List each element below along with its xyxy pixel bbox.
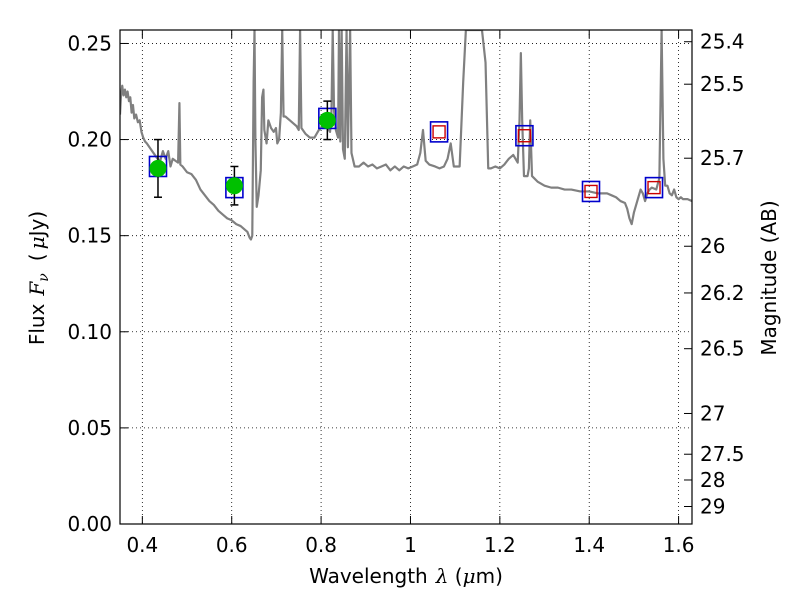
y2-axis-title: Magnitude (AB) <box>757 200 781 355</box>
tick-marks <box>120 30 692 525</box>
y2-tick-label-7: 27.5 <box>700 442 745 466</box>
y2-tick-label-5: 26.5 <box>700 337 745 361</box>
y-tick-label-0: 0.00 <box>67 512 112 536</box>
y2-tick-label-1: 25.5 <box>700 72 745 96</box>
x-tick-label-2: 0.8 <box>305 533 337 557</box>
model-bandpass-inner-square-5 <box>584 184 598 199</box>
y2-tick-labels: 25.4 25.5 25.7 26 26.2 26.5 27 27.528 29 <box>700 30 745 519</box>
y-tick-labels: 0.00 0.05 0.10 0.15 0.20 0.25 <box>67 31 112 536</box>
model-bandpass-square-4 <box>515 124 534 147</box>
model-bandpass-inner-square-3 <box>432 125 446 139</box>
model-spectrum-layer <box>120 30 692 241</box>
y-tick-label-5: 0.25 <box>67 31 112 55</box>
x-tick-label-5: 1.4 <box>573 533 605 557</box>
model-bandpass-square-3 <box>429 121 449 143</box>
y2-tick-label-4: 26.2 <box>700 281 745 305</box>
marker-layer <box>148 100 664 206</box>
y2-tick-label-6: 27 <box>700 401 725 425</box>
model-bandpass-square-5 <box>581 180 601 203</box>
model-spectrum-line <box>120 30 692 241</box>
observed-point-2 <box>318 111 336 129</box>
y-axis-title: FluxFν(μJy) <box>25 211 52 345</box>
x-tick-labels: 0.4 0.6 0.8 1 1.2 1.4 1.6 <box>126 533 694 557</box>
y2-tick-label-9: 29 <box>700 495 725 519</box>
x-tick-label-0: 0.4 <box>126 533 158 557</box>
y2-tick-label-0: 25.4 <box>700 30 745 54</box>
y-tick-label-1: 0.05 <box>67 416 112 440</box>
y-tick-label-3: 0.15 <box>67 224 112 248</box>
y-tick-label-2: 0.10 <box>67 320 112 344</box>
x-tick-label-1: 0.6 <box>216 533 248 557</box>
y-tick-label-4: 0.20 <box>67 128 112 152</box>
y2-tick-label-3: 26 <box>700 234 725 258</box>
model-bandpass-square-6 <box>644 176 664 199</box>
observed-point-0 <box>149 159 167 177</box>
y2-tick-label-8: 28 <box>700 468 725 492</box>
plot-frame <box>119 29 693 525</box>
observed-point-1 <box>225 177 243 195</box>
model-bandpass-inner-square-4 <box>517 129 532 143</box>
y2-tick-label-2: 25.7 <box>700 146 745 170</box>
x-axis-title: Wavelength λ (μm) <box>309 564 503 588</box>
x-tick-label-4: 1.2 <box>484 533 516 557</box>
x-tick-label-3: 1 <box>404 533 417 557</box>
x-tick-label-6: 1.6 <box>663 533 695 557</box>
grid <box>120 30 692 525</box>
model-bandpass-inner-square-6 <box>647 180 661 195</box>
